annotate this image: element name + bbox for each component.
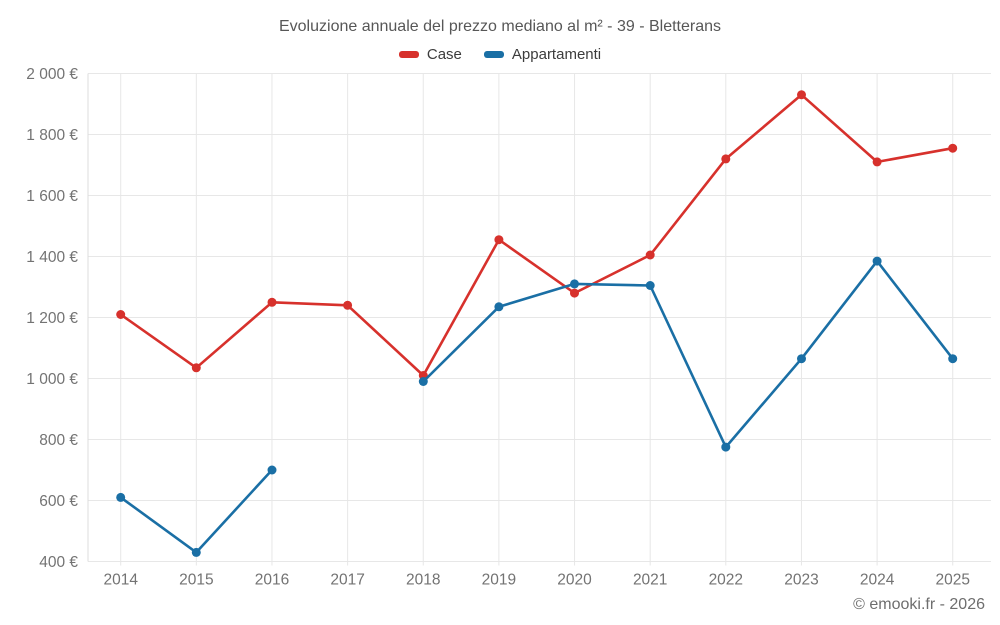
y-tick-label-1800: 1 800 €: [26, 127, 78, 144]
data-point-appartamenti-2024[interactable]: [872, 256, 882, 266]
data-point-case-2019[interactable]: [494, 235, 504, 245]
x-tick-label-2018: 2018: [406, 572, 440, 589]
data-point-case-2016[interactable]: [267, 297, 277, 307]
x-tick-label-2020: 2020: [557, 572, 592, 589]
legend-label-case: Case: [426, 46, 462, 63]
y-tick-label-1200: 1 200 €: [26, 310, 78, 327]
y-tick-label-800: 800 €: [39, 432, 78, 449]
data-point-appartamenti-2014[interactable]: [116, 492, 126, 502]
x-tick-label-2015: 2015: [179, 572, 213, 589]
data-point-appartamenti-2016[interactable]: [267, 465, 277, 475]
x-tick-label-2024: 2024: [860, 572, 895, 589]
legend-label-appartamenti: Appartamenti: [511, 46, 602, 63]
y-tick-label-600: 600 €: [39, 493, 78, 510]
y-tick-label-1600: 1 600 €: [26, 188, 78, 205]
y-tick-label-2000: 2 000 €: [26, 66, 78, 83]
data-point-case-2024[interactable]: [872, 157, 882, 167]
data-point-case-2020[interactable]: [570, 288, 579, 298]
x-tick-label-2014: 2014: [103, 572, 138, 589]
legend: Case Appartamenti: [0, 46, 1000, 63]
series-line-appartamenti: [422, 259, 954, 449]
copyright-attribution: © emooki.fr - 2026: [853, 596, 985, 613]
data-point-case-2017[interactable]: [343, 300, 353, 310]
x-tick-label-2023: 2023: [784, 572, 818, 589]
data-point-case-2023[interactable]: [797, 90, 806, 100]
legend-item-appartamenti[interactable]: Appartamenti: [483, 46, 602, 63]
data-point-case-2014[interactable]: [116, 310, 126, 319]
data-point-case-2021[interactable]: [645, 250, 655, 260]
x-tick-label-2022: 2022: [709, 572, 743, 589]
legend-swatch-case-icon: [398, 51, 419, 58]
data-point-appartamenti-2022[interactable]: [721, 442, 731, 452]
data-point-appartamenti-2018[interactable]: [418, 377, 428, 386]
x-tick-label-2019: 2019: [482, 572, 516, 589]
x-tick-label-2017: 2017: [330, 572, 364, 589]
legend-item-case[interactable]: Case: [398, 46, 462, 63]
data-point-appartamenti-2021[interactable]: [645, 281, 655, 290]
data-point-appartamenti-2015[interactable]: [191, 547, 201, 557]
data-point-appartamenti-2025[interactable]: [948, 354, 958, 364]
data-point-appartamenti-2019[interactable]: [494, 302, 504, 312]
data-point-case-2025[interactable]: [948, 143, 958, 153]
data-point-appartamenti-2020[interactable]: [570, 279, 579, 289]
x-tick-label-2025: 2025: [935, 572, 969, 589]
x-tick-label-2016: 2016: [255, 572, 289, 589]
legend-swatch-appartamenti-icon: [483, 51, 504, 58]
y-tick-label-1400: 1 400 €: [26, 249, 78, 266]
y-tick-label-1000: 1 000 €: [26, 371, 78, 388]
data-point-case-2022[interactable]: [721, 154, 731, 164]
data-point-appartamenti-2023[interactable]: [797, 354, 806, 364]
series-line-case: [119, 93, 953, 377]
chart-title: Evoluzione annuale del prezzo mediano al…: [278, 18, 722, 35]
x-tick-label-2021: 2021: [633, 572, 667, 589]
y-tick-label-400: 400 €: [39, 554, 78, 571]
data-point-case-2015[interactable]: [191, 363, 201, 373]
